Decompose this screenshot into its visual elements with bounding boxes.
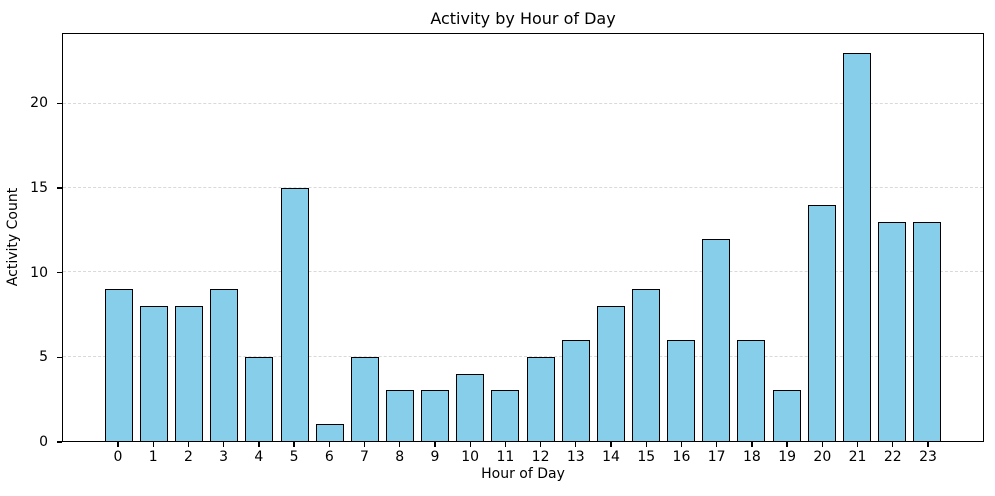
x-tick-mark <box>293 442 295 447</box>
x-tick-label-0: 0 <box>113 449 123 465</box>
x-tick-mark <box>399 442 401 447</box>
x-tick-label-11: 11 <box>496 449 515 465</box>
bar-hour-23 <box>913 221 942 441</box>
x-tick-mark <box>363 442 366 447</box>
y-tick-mark <box>57 356 62 358</box>
bar-hour-18 <box>737 339 766 441</box>
bar-hour-10 <box>456 373 485 441</box>
y-tick-label-15: 15 <box>30 179 48 196</box>
x-tick-mark <box>222 442 225 447</box>
x-tick-mark <box>645 442 647 447</box>
bar-hour-9 <box>421 390 450 441</box>
bar-hour-5 <box>280 188 309 441</box>
bar-hour-22 <box>877 221 907 441</box>
gridline-y-5 <box>63 355 983 357</box>
x-tick-mark <box>504 442 507 447</box>
gridline-y-15 <box>63 187 983 189</box>
y-tick-mark <box>57 271 62 274</box>
bar-hour-21 <box>842 53 871 441</box>
bar-hour-11 <box>491 390 520 441</box>
x-tick-label-5: 5 <box>289 449 299 465</box>
x-tick-label-19: 19 <box>778 449 797 465</box>
x-tick-mark <box>751 442 753 447</box>
y-tick-label-0: 0 <box>39 434 48 450</box>
x-tick-mark <box>152 442 154 447</box>
x-tick-label-3: 3 <box>219 449 229 465</box>
bar-hour-1 <box>139 306 169 441</box>
bar-hour-7 <box>350 356 379 441</box>
x-tick-mark <box>610 442 612 447</box>
x-tick-mark <box>927 442 929 447</box>
bar-hour-19 <box>772 390 801 441</box>
x-tick-mark <box>680 442 683 447</box>
y-tick-label-20: 20 <box>30 95 48 112</box>
y-tick-mark <box>57 441 62 443</box>
x-tick-label-18: 18 <box>742 449 761 465</box>
bar-hour-20 <box>807 205 836 441</box>
x-tick-mark <box>469 442 471 447</box>
y-tick-mark <box>57 102 62 104</box>
chart-title: Activity by Hour of Day <box>430 9 616 28</box>
x-tick-label-8: 8 <box>395 449 405 465</box>
x-tick-mark <box>258 442 260 447</box>
bar-hour-6 <box>315 424 344 441</box>
bar-hour-15 <box>631 289 661 441</box>
x-axis-label: Hour of Day <box>481 466 565 482</box>
bar-hour-2 <box>175 306 204 441</box>
bar-hour-14 <box>596 306 625 441</box>
x-tick-mark <box>187 442 190 447</box>
x-tick-label-4: 4 <box>254 449 264 465</box>
x-tick-label-10: 10 <box>461 449 480 465</box>
x-tick-label-13: 13 <box>566 449 585 465</box>
gridlines-layer <box>63 34 983 441</box>
x-tick-mark <box>575 442 577 447</box>
x-tick-label-6: 6 <box>324 449 334 465</box>
x-tick-mark <box>892 442 894 447</box>
x-tick-mark <box>821 442 823 447</box>
x-tick-label-20: 20 <box>813 449 832 465</box>
y-tick-label-5: 5 <box>39 349 48 366</box>
bar-hour-0 <box>104 289 133 441</box>
x-tick-label-12: 12 <box>531 449 550 465</box>
bar-hour-12 <box>526 356 555 441</box>
bar-hour-3 <box>210 289 239 441</box>
bars-layer <box>63 34 983 441</box>
x-tick-mark <box>716 442 718 447</box>
x-tick-label-2: 2 <box>183 449 193 465</box>
x-tick-label-9: 9 <box>430 449 440 465</box>
bar-hour-13 <box>561 339 590 441</box>
plot-area <box>62 33 984 442</box>
x-tick-label-7: 7 <box>360 449 369 465</box>
x-tick-label-22: 22 <box>883 449 902 465</box>
x-tick-mark <box>539 442 542 447</box>
gridline-y-10 <box>63 271 983 273</box>
bar-hour-4 <box>245 356 274 441</box>
x-tick-mark <box>434 442 436 447</box>
x-tick-mark <box>856 442 859 447</box>
x-tick-label-15: 15 <box>637 449 656 465</box>
x-tick-mark <box>328 442 330 447</box>
bar-hour-8 <box>385 390 415 441</box>
x-tick-mark <box>786 442 788 447</box>
x-tick-label-14: 14 <box>602 449 620 465</box>
x-tick-label-23: 23 <box>919 449 937 465</box>
y-tick-mark <box>57 187 62 189</box>
bar-hour-17 <box>702 238 731 441</box>
bar-hour-16 <box>667 339 696 441</box>
x-tick-label-21: 21 <box>848 449 867 465</box>
x-tick-label-16: 16 <box>672 449 691 465</box>
x-tick-label-17: 17 <box>707 449 726 465</box>
x-tick-label-1: 1 <box>148 449 158 465</box>
gridline-y-20 <box>63 102 983 104</box>
y-tick-label-10: 10 <box>30 264 48 281</box>
x-tick-mark <box>117 442 119 447</box>
